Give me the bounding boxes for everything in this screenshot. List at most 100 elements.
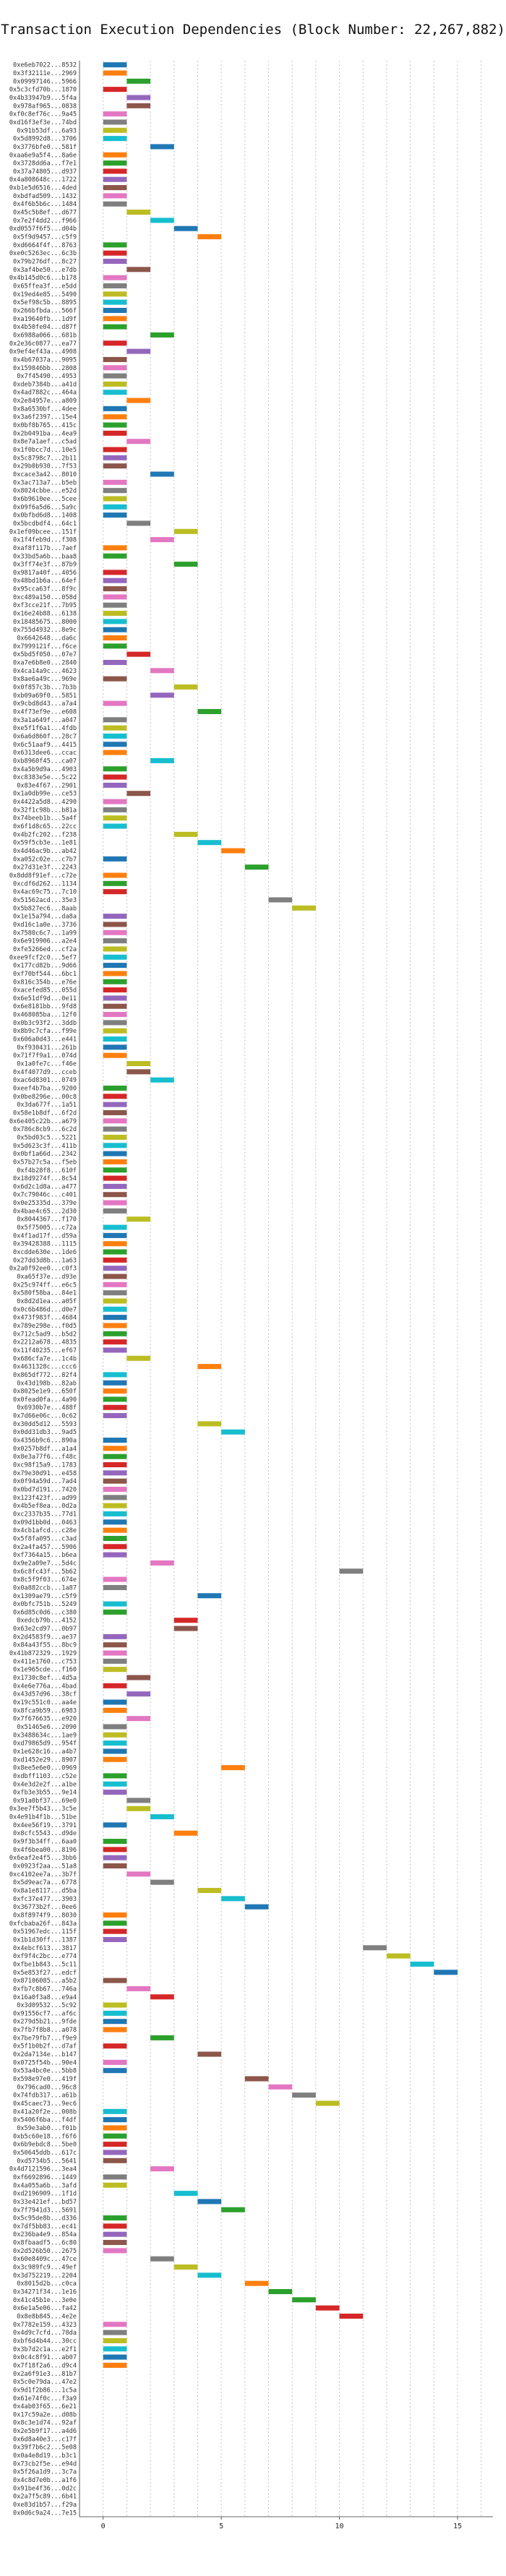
transaction-label: 0x83e4f67...2901	[17, 782, 77, 789]
execution-bar	[103, 1036, 127, 1042]
transaction-label: 0x8e7a1aef...c5ad	[13, 439, 77, 446]
execution-bar	[103, 1266, 127, 1271]
execution-bar	[103, 742, 127, 747]
transaction-label: 0x3d752219...2204	[13, 2272, 77, 2280]
execution-bar	[103, 1134, 127, 1140]
execution-bar	[103, 807, 127, 812]
execution-bar	[244, 1904, 269, 1910]
execution-bar	[103, 1241, 127, 1247]
transaction-label: 0x8f8974f9...8030	[13, 1912, 77, 1919]
execution-bar	[103, 119, 127, 125]
execution-bar	[103, 1658, 127, 1664]
transaction-label: 0x0dd31db3...9ad5	[13, 1429, 77, 1436]
transaction-label: 0x95cca63f...8f9c	[13, 586, 77, 593]
execution-bar	[197, 1364, 222, 1370]
execution-bar	[126, 1871, 151, 1877]
execution-bar	[103, 1224, 127, 1230]
transaction-label: 0x0c6b486d...d0e7	[13, 1306, 77, 1313]
execution-bar	[103, 152, 127, 158]
transaction-label: 0x41c45b1e...3e0e	[13, 2297, 77, 2304]
execution-bar	[103, 1519, 127, 1525]
execution-bar	[103, 1085, 127, 1091]
transaction-label: 0xfc37e477...3903	[13, 1896, 77, 1903]
execution-bar	[103, 2043, 127, 2049]
transaction-label: 0x5f75005...c72a	[17, 1224, 77, 1232]
execution-bar	[126, 210, 151, 215]
transaction-label: 0x598e97e0...419f	[13, 2076, 77, 2083]
execution-bar	[103, 1281, 127, 1287]
transaction-label: 0x6313dee6...ccac	[13, 750, 77, 757]
execution-bar	[103, 1936, 127, 1942]
execution-bar	[150, 471, 174, 477]
execution-bar	[103, 1495, 127, 1500]
transaction-label: 0xa052c02e...c7b7	[13, 856, 77, 863]
transaction-label: 0x8c5f9f03...674e	[13, 1576, 77, 1584]
execution-bar	[103, 1012, 127, 1018]
transaction-label: 0x4d7121596...3ea4	[9, 2166, 77, 2173]
transaction-label: 0x159846bb...2808	[13, 365, 77, 372]
transaction-label: 0x5406f6ba...f4df	[13, 2117, 77, 2124]
transaction-label: 0x4422a5d8...4290	[13, 799, 77, 806]
execution-bar	[244, 2076, 269, 2082]
transaction-label: 0x91a0bf37...69e0	[13, 1798, 77, 1805]
execution-bar	[103, 578, 127, 583]
transaction-label: 0xd5734b5...5641	[17, 2158, 77, 2165]
execution-bar	[103, 929, 127, 935]
transaction-label: 0x51967edc...115f	[13, 1928, 77, 1936]
execution-bar	[103, 971, 127, 976]
execution-bar	[150, 1994, 174, 2000]
execution-bar	[434, 1970, 458, 1975]
execution-bar	[103, 1331, 127, 1336]
transaction-label: 0x6eaf2e4f5...3bb6	[9, 1855, 77, 1862]
transaction-label: 0x7d66e06c...0c62	[13, 1413, 77, 1420]
execution-bar	[221, 1896, 245, 1902]
transaction-label: 0x279d5b21...9fde	[13, 2019, 77, 2026]
transaction-label: 0x65ffea3f...e5dd	[13, 283, 77, 290]
transaction-label: 0x60e8409c...47ce	[13, 2256, 77, 2263]
execution-bar	[150, 2256, 174, 2262]
transaction-label: 0x45c5b8ef...d677	[13, 210, 77, 217]
execution-bar	[103, 2142, 127, 2147]
execution-bar	[103, 725, 127, 731]
transaction-label: 0xd6664f4f...8763	[13, 242, 77, 249]
transaction-label: 0x177cd82b...9d66	[13, 963, 77, 970]
transaction-label: 0x3d09532...5c92	[17, 2002, 77, 2009]
execution-bar	[103, 733, 127, 739]
execution-bar	[103, 1633, 127, 1639]
transaction-label: 0x45caec73...9ec6	[13, 2100, 77, 2108]
transaction-label: 0x74fdb317...a61b	[13, 2092, 77, 2100]
transaction-label: 0x4ac69c75...7c10	[13, 889, 77, 896]
transaction-label: 0x4b33947b9...5f4a	[9, 95, 77, 102]
transaction-label: 0xa7e6b8e0...2840	[13, 660, 77, 667]
execution-bar	[103, 1683, 127, 1688]
execution-bar	[103, 1446, 127, 1451]
transaction-label: 0x4a055a6b...3afd	[13, 2182, 77, 2189]
transaction-label: 0x5ef98c5b...8895	[13, 299, 77, 306]
transaction-label: 0xb5c60e18...f6f6	[13, 2133, 77, 2140]
transaction-label: 0x8024cbbe...e52d	[13, 488, 77, 495]
execution-bar	[103, 160, 127, 166]
execution-bar	[103, 479, 127, 485]
x-tick-label: 15	[453, 2523, 462, 2530]
execution-bar	[103, 1249, 127, 1255]
transaction-label: 0x6e8181bb...9fd8	[13, 1003, 77, 1010]
execution-bar	[103, 1388, 127, 1394]
transaction-label: 0x8dd8f91ef...c72e	[9, 872, 77, 880]
transaction-label: 0x8ae6a49c...969e	[13, 676, 77, 683]
execution-bar	[103, 979, 127, 984]
execution-bar	[103, 201, 127, 207]
transaction-label: 0xb09a69f0...5851	[13, 692, 77, 700]
transaction-label: 0xdeb7384b...a41d	[13, 381, 77, 388]
execution-bar	[103, 1511, 127, 1516]
execution-bar	[126, 1216, 151, 1222]
execution-bar	[103, 1544, 127, 1550]
transaction-label: 0x978af965...0838	[13, 103, 77, 110]
execution-bar	[150, 537, 174, 543]
execution-bar	[103, 340, 127, 346]
transaction-label: 0x0f857c3b...7b3b	[13, 684, 77, 691]
transaction-label: 0x43d57d96...38cf	[13, 1691, 77, 1699]
execution-bar	[126, 1355, 151, 1361]
transaction-label: 0xe5f1f6a1...4fdb	[13, 725, 77, 732]
execution-bar	[103, 750, 127, 755]
transaction-label: 0x1730c8ef...4d5a	[13, 1675, 77, 1682]
